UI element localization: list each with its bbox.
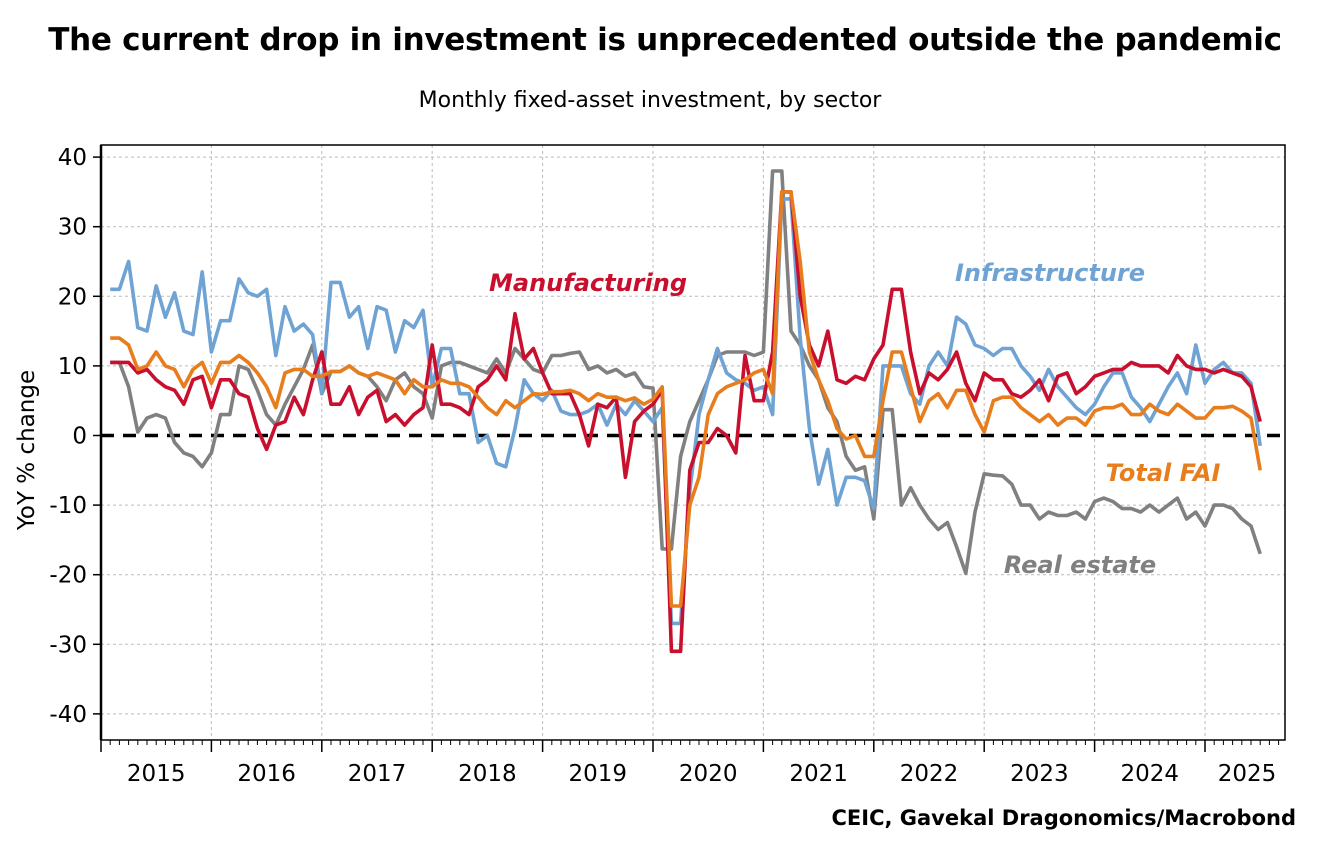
series-line-real-estate [110, 169, 1262, 576]
y-axis-label: YoY % change [14, 370, 40, 531]
y-tick-label: -10 [49, 493, 87, 519]
x-tick-label: 2016 [237, 761, 296, 787]
x-tick-label: 2025 [1218, 761, 1277, 787]
source-note: CEIC, Gavekal Dragonomics/Macrobond [831, 806, 1297, 830]
y-tick-label: 0 [72, 424, 87, 450]
x-tick-label: 2017 [348, 761, 407, 787]
y-tick-label: 20 [58, 284, 87, 310]
series-line-total-fai [110, 190, 1262, 608]
chart-subtitle: Monthly fixed-asset investment, by secto… [418, 88, 882, 113]
y-tick-label: -30 [49, 632, 87, 658]
x-tick-label: 2019 [569, 761, 628, 787]
series-label: Manufacturing [489, 269, 687, 297]
chart-title: The current drop in investment is unprec… [48, 22, 1282, 58]
series-label: Total FAI [1106, 459, 1221, 487]
series-label: Infrastructure [955, 259, 1145, 287]
y-tick-label: -40 [49, 702, 87, 728]
x-tick-label: 2018 [458, 761, 517, 787]
x-tick-label: 2024 [1121, 761, 1180, 787]
x-tick-label: 2023 [1010, 761, 1069, 787]
plot-frame [100, 144, 1286, 741]
x-tick-label: 2015 [127, 761, 186, 787]
x-tick-label: 2021 [789, 761, 848, 787]
y-tick-label: 40 [58, 145, 87, 171]
y-tick-label: 30 [58, 215, 87, 241]
series-label: Real estate [1004, 551, 1156, 579]
y-tick-label: -20 [49, 563, 87, 589]
x-tick-label: 2022 [900, 761, 959, 787]
x-tick-label: 2020 [679, 761, 738, 787]
y-tick-label: 10 [58, 354, 87, 380]
